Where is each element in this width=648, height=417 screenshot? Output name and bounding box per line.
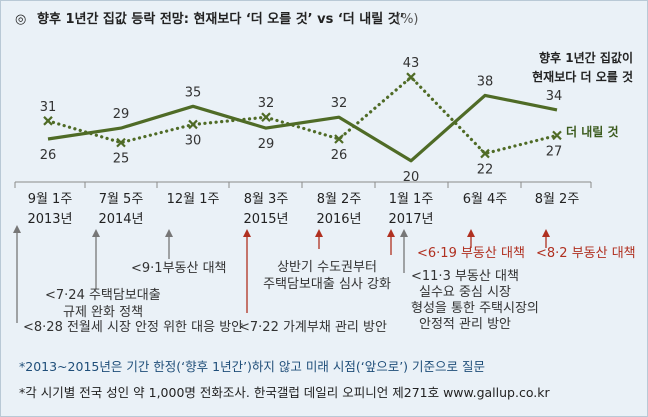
x-tick-label: 12월 1주 [167,192,220,207]
data-label-fall: 26 [331,148,348,163]
data-label-rise: 34 [546,89,563,104]
data-label-rise: 26 [40,148,57,163]
data-label-rise: 29 [113,107,130,122]
data-label-rise: 38 [477,74,494,89]
series-line-rise [47,93,558,163]
annotation-text: 상반기 수도권부터 [277,260,377,275]
annotation-text: <9·1부동산 대책 [131,261,227,276]
point-fall [188,119,198,130]
point-fall [43,116,53,126]
annotation-text: <8·28 전월세 시장 안정 위한 대응 방안 [23,320,243,335]
annotation-text: 형성을 통한 주택시장의 [411,301,539,316]
data-label-fall: 30 [185,133,202,148]
legend-fall: 더 내릴 것 [566,124,619,139]
data-label-fall: 32 [258,96,275,111]
x-tick-label-year: 2017년 [388,212,433,227]
x-tick-label: 9월 1주 [28,192,73,207]
series-lines [46,75,559,163]
data-label-fall: 43 [403,56,420,71]
x-tick-label: 8월 2주 [317,192,362,207]
annotation-text: <7·22 가계부채 관리 방안 [239,320,387,335]
x-tick-label: 8월 3주 [244,192,289,207]
annotation-text: 주택담보대출 심사 강화 [263,277,391,292]
x-tick-label: 6월 4주 [463,192,508,207]
x-axis [14,181,592,188]
legend-rise: 현재보다 더 오를 것 [532,69,633,84]
annotation-text: <7·24 주택담보대출 [45,288,161,303]
data-labels: 26 31 29 25 35 30 29 32 32 26 20 43 38 22 34 27 [40,56,563,185]
note-2: *각 시기별 전국 성인 약 1,000명 전화조사. 한국갤럽 데일리 오피니… [19,385,550,400]
note-1: *2013~2015년은 기간 한정(‘향후 1년간’)하지 않고 미래 시점(… [19,359,485,374]
annotation-text: 실수요 중심 시장 [419,285,511,300]
annotation-text: 규제 완화 정책 [63,305,143,320]
x-tick-labels: 9월 1주 2013년 7월 5주 2014년 12월 1주 8월 3주 2015년 8월 2… [27,192,579,227]
title-bullet: ◎ [15,12,26,27]
series-line-fall [46,75,559,156]
x-tick-label-year: 2013년 [27,212,72,227]
annotation-text: 안정적 관리 방안 [419,317,511,332]
data-label-fall: 31 [40,100,57,115]
point-fall [334,134,344,144]
data-points [43,72,562,159]
x-tick-label-year: 2015년 [243,212,288,227]
x-tick-label: 8월 2주 [535,192,580,207]
x-tick-label-year: 2016년 [316,212,361,227]
x-tick-label: 1월 1주 [389,192,434,207]
chart-title-unit: (%) [396,12,419,27]
point-fall [480,148,490,159]
annotation-text: <6·19 부동산 대책 [417,246,525,261]
data-label-rise: 20 [403,170,420,185]
annotation-arrows [13,225,550,323]
x-tick-label: 7월 5주 [99,192,144,207]
data-label-rise: 29 [258,137,275,152]
data-label-rise: 35 [185,85,202,100]
data-label-fall: 25 [113,152,130,167]
annotation-text: <11·3 부동산 대책 [411,269,519,284]
point-fall [261,112,271,122]
legend-rise: 향후 1년간 집값이 [539,50,633,65]
data-label-fall: 27 [546,144,563,159]
point-fall [116,137,126,148]
point-fall [406,72,416,82]
x-tick-label-year: 2014년 [98,212,143,227]
data-label-rise: 32 [331,96,348,111]
data-label-fall: 22 [477,163,494,178]
annotation-text: <8·2 부동산 대책 [536,246,636,261]
point-fall [552,130,562,141]
chart-title: 향후 1년간 집값 등락 전망: 현재보다 ‘더 오를 것’ vs ‘더 내릴 … [37,11,405,27]
